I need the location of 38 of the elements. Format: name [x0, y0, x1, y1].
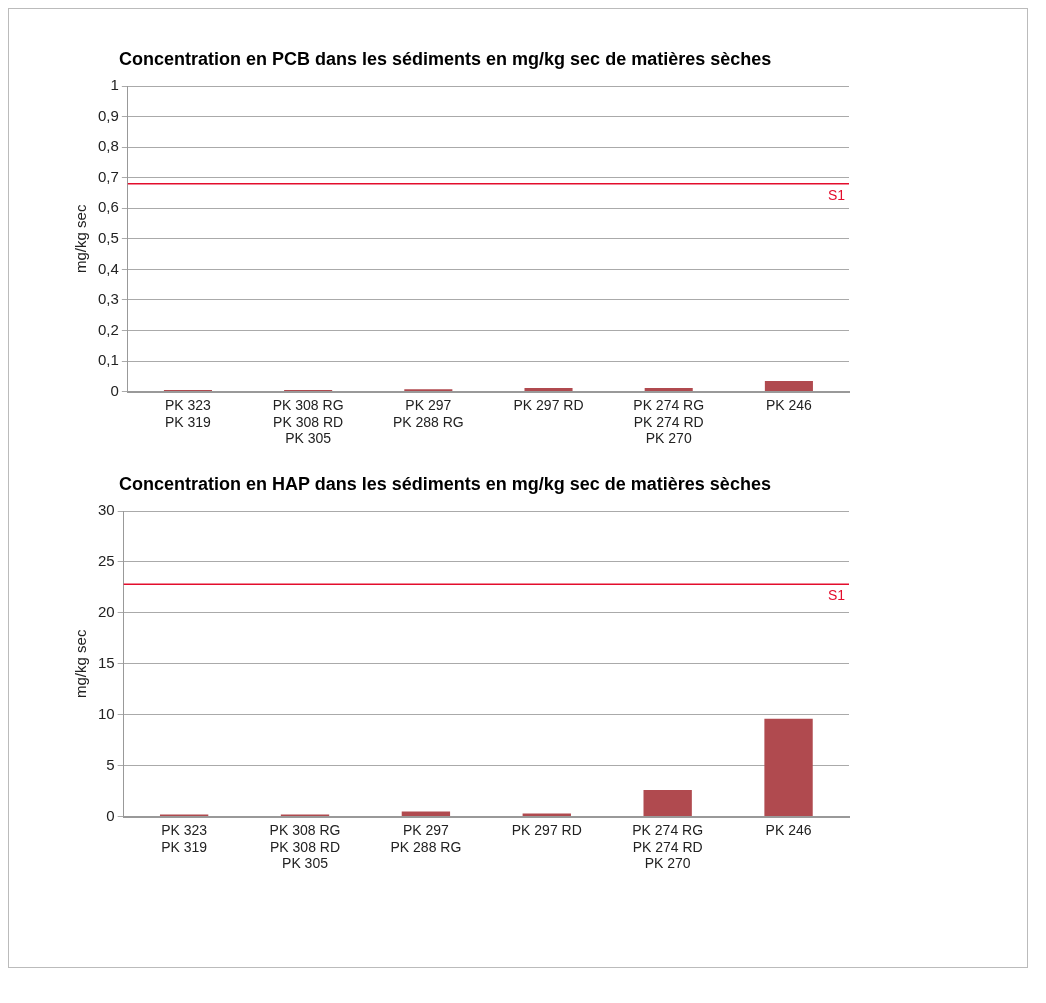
x-tick-label: PK 274 RG PK 274 RD PK 270: [633, 396, 705, 447]
y-axis-title: mg/kg sec: [72, 204, 90, 273]
x-tick-label: PK 323 PK 319: [164, 396, 212, 430]
y-tick-label: 0,4: [97, 259, 119, 277]
y-tick-label: 0: [110, 381, 119, 399]
y-tick-label: 1: [110, 76, 119, 94]
chart-title: Concentration en HAP dans les sédiments en mg/kg sec de matières sèches: [118, 474, 772, 495]
bar: [764, 718, 813, 817]
y-tick-label: 0,3: [97, 290, 119, 308]
y-axis-title: mg/kg sec: [72, 629, 90, 698]
y-tick-label: 15: [98, 653, 115, 671]
x-tick-label: PK 297 RD: [511, 821, 582, 838]
y-tick-label: 25: [98, 552, 115, 570]
x-tick-label: PK 297 PK 288 RG: [392, 396, 464, 430]
y-tick-label: 30: [98, 501, 115, 519]
x-tick-label: PK 274 RG PK 274 RD PK 270: [632, 821, 704, 872]
y-tick-label: 0,8: [97, 137, 119, 155]
y-tick-label: 20: [98, 603, 115, 621]
y-tick-label: 0,6: [97, 198, 119, 216]
y-tick-label: 0,1: [97, 351, 119, 369]
x-tick-label: PK 297 RD: [513, 396, 584, 413]
bar: [643, 790, 692, 817]
ref-line-label: S1: [827, 587, 846, 604]
y-tick-label: 0,7: [97, 167, 119, 185]
y-tick-label: 0: [106, 806, 115, 824]
y-tick-label: 0,5: [97, 228, 119, 246]
y-tick-label: 0,2: [97, 320, 119, 338]
x-tick-label: PK 246: [765, 821, 812, 838]
x-tick-label: PK 297 PK 288 RG: [390, 821, 462, 855]
ref-line-label: S1: [827, 186, 846, 203]
y-tick-label: 10: [98, 704, 115, 722]
y-tick-label: 0,9: [97, 106, 119, 124]
x-tick-label: PK 308 RG PK 308 RD PK 305: [272, 396, 344, 447]
x-tick-label: PK 308 RG PK 308 RD PK 305: [269, 821, 341, 872]
chart-title: Concentration en PCB dans les sédiments en mg/kg sec de matières sèches: [118, 49, 773, 70]
y-tick-label: 5: [106, 755, 115, 773]
x-tick-label: PK 323 PK 319: [161, 821, 208, 855]
x-tick-label: PK 246: [765, 396, 813, 413]
